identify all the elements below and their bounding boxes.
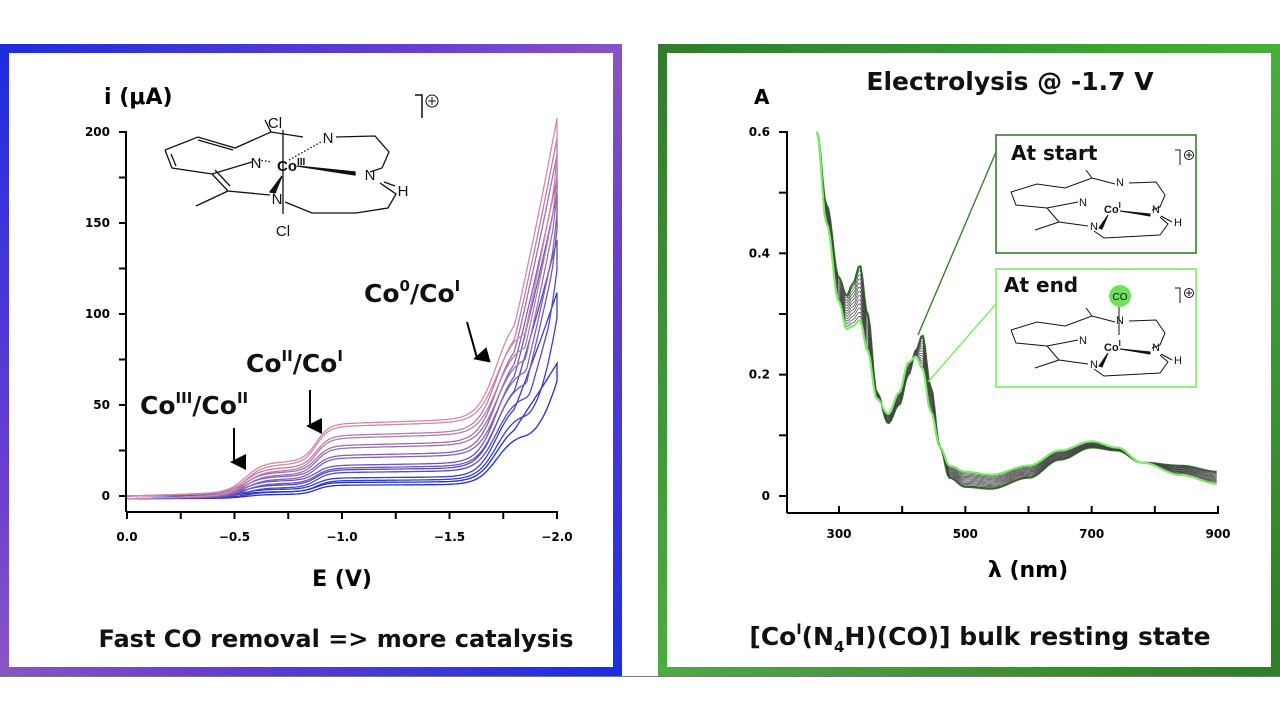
molecule-co3-labels: Cl Cl N N N N H CoIII [251, 115, 409, 240]
svg-text:N: N [1152, 204, 1160, 216]
uv-x-tick-label: 700 [1079, 527, 1104, 541]
co-ligand-highlight [1109, 285, 1131, 307]
uv-x-axis-label: λ (nm) [988, 558, 1068, 583]
svg-text:H: H [398, 183, 409, 200]
cv-y-tick-label: 50 [93, 398, 110, 412]
cv-y-axis-label: i (μA) [104, 85, 173, 110]
left-caption: Fast CO removal => more catalysis [99, 625, 574, 653]
cv-series-group [126, 118, 558, 500]
uv-axes: 300 500 700 900 0 0.2 0.4 0.6 [749, 125, 1231, 541]
uv-y-tick-label: 0 [762, 489, 770, 503]
cv-series-line [127, 177, 558, 500]
cv-x-tick-label: −1.5 [434, 530, 465, 544]
cv-x-axis-label: E (V) [312, 567, 372, 592]
annotation-co2-co1: CoII/CoI [246, 347, 343, 434]
svg-text:CoIII/CoII: CoIII/CoII [140, 389, 248, 420]
svg-text:CoIII: CoIII [277, 157, 306, 175]
svg-text:Cl: Cl [276, 223, 290, 240]
svg-text:N: N [1090, 221, 1098, 233]
cv-series-line [126, 118, 558, 500]
uv-chart-title: Electrolysis @ -1.7 V [866, 67, 1154, 96]
cv-y-tick-label: 0 [102, 489, 110, 503]
inset-start-label: At start [1011, 141, 1098, 165]
svg-text:N: N [251, 155, 262, 172]
cv-series-line [127, 292, 558, 500]
right-caption: [CoI(N4H)(CO)] bulk resting state [749, 622, 1210, 656]
uv-x-tick-label: 900 [1205, 527, 1230, 541]
cv-x-tick-label: −0.5 [219, 530, 250, 544]
cv-axes: 0.0 −0.5 −1.0 −1.5 −2.0 0 50 100 150 200 [85, 125, 573, 544]
svg-text:N: N [1116, 315, 1124, 327]
svg-text:N: N [1079, 335, 1087, 347]
cv-series-line [127, 239, 558, 500]
left-panel [9, 53, 613, 667]
svg-text:N: N [1090, 359, 1098, 371]
uv-y-axis-label: A [754, 85, 770, 109]
cv-y-tick-label: 100 [85, 307, 110, 321]
svg-text:N: N [1116, 177, 1124, 189]
cv-x-tick-label: −1.0 [326, 530, 357, 544]
cv-x-tick-label: −2.0 [541, 530, 572, 544]
svg-text:N: N [365, 167, 376, 184]
cv-y-tick-label: 200 [85, 125, 110, 139]
uv-series-group [815, 131, 1217, 490]
cv-chart: i (μA) 0.0 −0.5 −1.0 −1.5 −2.0 0 50 100 150 200 E… [85, 85, 573, 592]
inset-at-start: At start N N N N H CoI [995, 134, 1197, 254]
uv-spectrum-line [815, 131, 1217, 485]
svg-text:N: N [272, 191, 283, 208]
svg-text:Co0/CoI: Co0/CoI [364, 277, 460, 308]
connector-end [927, 303, 997, 383]
molecule-co3-complex [164, 94, 439, 214]
inset-at-end: At end CO N N N N H CoI [995, 268, 1197, 388]
svg-text:CoII/CoI: CoII/CoI [246, 347, 343, 378]
annotation-co3-co2: CoIII/CoII [140, 389, 248, 470]
svg-text:N: N [323, 130, 334, 147]
svg-text:N: N [1079, 197, 1087, 209]
inset-end-label: At end [1004, 273, 1078, 297]
uv-y-tick-label: 0.2 [749, 368, 770, 382]
svg-text:H: H [1174, 217, 1182, 229]
co-ligand-label: CO [1113, 292, 1128, 303]
svg-text:N: N [1152, 342, 1160, 354]
uv-x-tick-label: 500 [953, 527, 978, 541]
arrow-co0-co1 [466, 321, 491, 363]
svg-text:CoI: CoI [1104, 201, 1121, 216]
connector-start [917, 151, 997, 336]
cv-y-tick-label: 150 [85, 216, 110, 230]
cv-x-tick-label: 0.0 [116, 530, 137, 544]
svg-text:H: H [1174, 355, 1182, 367]
svg-text:Cl: Cl [268, 115, 282, 132]
uv-y-tick-label: 0.4 [749, 246, 770, 260]
annotation-co0-co1: Co0/CoI [364, 277, 491, 363]
uv-x-tick-label: 300 [826, 527, 851, 541]
svg-text:CoI: CoI [1104, 339, 1121, 354]
bottom-divider [0, 676, 1280, 677]
uv-y-tick-label: 0.6 [749, 125, 770, 139]
